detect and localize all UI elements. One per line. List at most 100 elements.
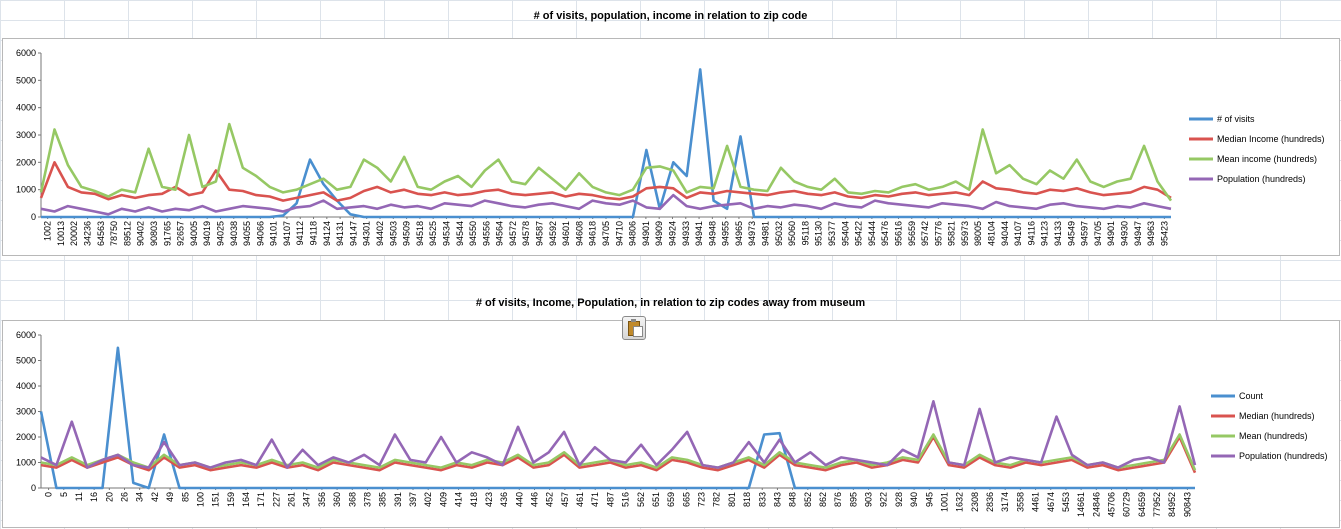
x-tick-label: 10013 — [56, 221, 66, 246]
x-tick-label: 94005 — [189, 221, 199, 246]
x-tick-label: 903 — [864, 492, 874, 507]
x-tick-label: 876 — [833, 492, 843, 507]
x-tick-label: 95776 — [933, 221, 943, 246]
x-tick-label: 95060 — [787, 221, 797, 246]
x-tick-label: 95404 — [840, 221, 850, 246]
x-tick-label: 20002 — [69, 221, 79, 246]
x-tick-label: 94525 — [428, 221, 438, 246]
x-tick-label: 94955 — [721, 221, 731, 246]
x-tick-label: 94597 — [1080, 221, 1090, 246]
x-tick-label: 94556 — [481, 221, 491, 246]
x-tick-label: 94592 — [548, 221, 558, 246]
x-tick-label: 356 — [317, 492, 327, 507]
legend-label-1: # of visits — [1217, 114, 1255, 124]
x-tick-label: 24846 — [1091, 492, 1101, 517]
x-tick-label: 436 — [499, 492, 509, 507]
series-line-1 — [41, 68, 1171, 219]
x-tick-label: 94930 — [1119, 221, 1129, 246]
paste-options-icon[interactable] — [622, 316, 646, 340]
series-line-1 — [39, 346, 1195, 490]
x-tick-label: 171 — [256, 492, 266, 507]
x-tick-label: 723 — [697, 492, 707, 507]
x-tick-label: 91765 — [162, 221, 172, 246]
y-tick-label: 3000 — [16, 407, 36, 417]
series-line-2 — [39, 161, 1172, 202]
x-tick-label: 487 — [605, 492, 615, 507]
x-tick-label: 49 — [165, 492, 175, 502]
chart-1-title: # of visits, population, income in relat… — [533, 10, 808, 22]
x-tick-label: 95616 — [893, 221, 903, 246]
x-tick-label: 90843 — [1182, 492, 1192, 517]
x-tick-label: 94118 — [309, 221, 319, 245]
chart-2-area[interactable]: 0 1000 2000 3000 4000 5000 6000 0 5 11 16 20 26 34 42 4… — [2, 320, 1340, 528]
x-tick-label: 94147 — [348, 221, 358, 246]
x-tick-label: 94066 — [255, 221, 265, 246]
x-tick-label: 347 — [302, 492, 312, 507]
x-tick-label: 94705 — [601, 221, 611, 246]
x-tick-label: 94572 — [508, 221, 518, 246]
x-tick-label: 95422 — [854, 221, 864, 246]
x-tick-label: 5 — [59, 492, 69, 497]
x-tick-label: 94301 — [362, 221, 372, 246]
y-tick-label: 1000 — [16, 458, 36, 468]
x-tick-label: 95742 — [920, 221, 930, 246]
x-tick-label: 94038 — [229, 221, 239, 246]
x-tick-label: 164 — [241, 492, 251, 507]
x-tick-label: 94618 — [588, 221, 598, 246]
x-tick-label: 94544 — [455, 221, 465, 246]
x-tick-label: 940 — [909, 492, 919, 507]
x-tick-label: 20 — [104, 492, 114, 502]
x-tick-label: 94534 — [441, 221, 451, 246]
x-tick-label: 94601 — [561, 221, 571, 246]
x-tick-label: 94941 — [694, 221, 704, 246]
x-tick-label: 402 — [423, 492, 433, 507]
x-tick-label: 94503 — [388, 221, 398, 246]
y-tick-label: 6000 — [16, 330, 36, 340]
x-tick-label: 94947 — [1133, 221, 1143, 246]
chart-1-area[interactable]: 0 1000 2000 3000 4000 5000 6000 1002 10013 20002 3… — [2, 38, 1340, 256]
x-tick-label: 397 — [408, 492, 418, 507]
x-tick-label: 895 — [848, 492, 858, 507]
x-tick-label: 94973 — [747, 221, 757, 246]
chart-2-title: # of visits, Income, Population, in rela… — [475, 297, 866, 309]
x-tick-label: 95118 — [800, 221, 810, 245]
x-tick-label: 42 — [150, 492, 160, 502]
x-tick-label: 94131 — [335, 221, 345, 246]
x-tick-label: 94112 — [295, 221, 305, 245]
x-tick-label: 95032 — [774, 221, 784, 246]
x-tick-label: 833 — [757, 492, 767, 507]
x-tick-label: 94055 — [242, 221, 252, 246]
x-tick-label: 94025 — [215, 221, 225, 246]
x-tick-label: 227 — [271, 492, 281, 507]
x-tick-label: 95130 — [814, 221, 824, 246]
x-tick-label: 45706 — [1106, 492, 1116, 517]
x-tick-label: 659 — [666, 492, 676, 507]
x-tick-label: 95476 — [880, 221, 890, 246]
y-tick-label: 1000 — [16, 185, 36, 195]
y-tick-label: 3000 — [16, 130, 36, 140]
y-tick-label: 2000 — [16, 157, 36, 167]
x-tick-label: 4674 — [1046, 492, 1056, 512]
y-tick-label: 0 — [31, 483, 36, 493]
legend-label-2: Median Income (hundreds) — [1217, 134, 1325, 144]
series-line-3 — [39, 122, 1173, 202]
x-tick-label: 665 — [681, 492, 691, 507]
x-tick-label: 94550 — [468, 221, 478, 246]
x-tick-label: 94710 — [614, 221, 624, 246]
x-tick-label: 261 — [287, 492, 297, 507]
x-tick-label: 92657 — [176, 221, 186, 246]
x-tick-label: 782 — [712, 492, 722, 507]
x-tick-label: 360 — [332, 492, 342, 507]
x-tick-label: 94123 — [1040, 221, 1050, 246]
x-tick-label: 0 — [44, 492, 54, 497]
y-tick-label: 2000 — [16, 432, 36, 442]
x-tick-label: 94806 — [628, 221, 638, 246]
x-tick-label: 852 — [803, 492, 813, 507]
x-tick-label: 89512 — [122, 221, 132, 246]
x-tick-label: 423 — [484, 492, 494, 507]
x-tick-label: 94116 — [1026, 221, 1036, 245]
x-tick-label: 94587 — [535, 221, 545, 246]
chart-1-svg: 0 1000 2000 3000 4000 5000 6000 1002 10013 20002 3… — [16, 48, 1325, 246]
legend-label-4: Population (hundreds) — [1217, 174, 1306, 184]
